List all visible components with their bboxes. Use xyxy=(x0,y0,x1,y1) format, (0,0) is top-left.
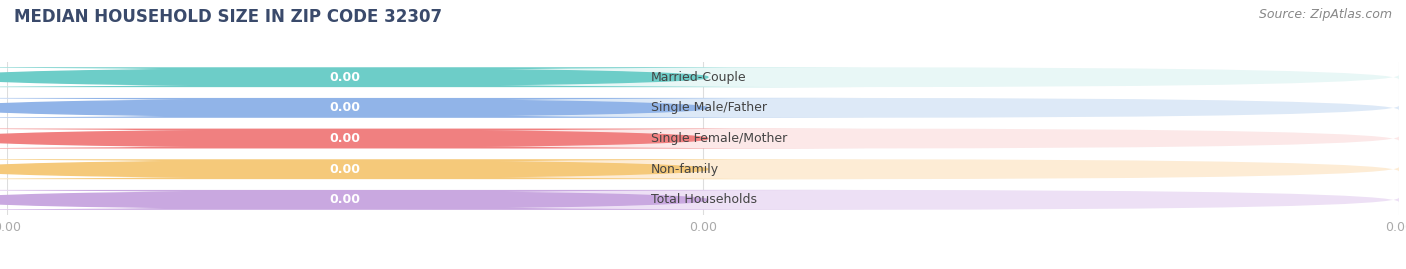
Text: Non-family: Non-family xyxy=(651,163,718,176)
FancyBboxPatch shape xyxy=(0,129,564,148)
FancyBboxPatch shape xyxy=(0,98,863,118)
Text: Married-Couple: Married-Couple xyxy=(651,71,747,84)
Text: 0.00: 0.00 xyxy=(329,163,360,176)
Text: MEDIAN HOUSEHOLD SIZE IN ZIP CODE 32307: MEDIAN HOUSEHOLD SIZE IN ZIP CODE 32307 xyxy=(14,8,441,26)
FancyBboxPatch shape xyxy=(0,67,863,87)
FancyBboxPatch shape xyxy=(0,190,863,210)
Circle shape xyxy=(0,130,707,147)
FancyBboxPatch shape xyxy=(0,190,564,210)
FancyBboxPatch shape xyxy=(0,98,564,118)
Circle shape xyxy=(0,192,707,208)
FancyBboxPatch shape xyxy=(7,98,1399,118)
Text: Single Male/Father: Single Male/Father xyxy=(651,101,768,114)
Text: 0.00: 0.00 xyxy=(329,71,360,84)
FancyBboxPatch shape xyxy=(0,67,564,87)
Text: 0.00: 0.00 xyxy=(329,132,360,145)
Text: Total Households: Total Households xyxy=(651,193,756,206)
Circle shape xyxy=(0,69,707,86)
Text: Single Female/Mother: Single Female/Mother xyxy=(651,132,787,145)
Circle shape xyxy=(0,161,707,178)
Text: 0.00: 0.00 xyxy=(329,101,360,114)
FancyBboxPatch shape xyxy=(7,67,1399,87)
Circle shape xyxy=(0,100,707,116)
FancyBboxPatch shape xyxy=(0,159,564,179)
Text: Source: ZipAtlas.com: Source: ZipAtlas.com xyxy=(1258,8,1392,21)
FancyBboxPatch shape xyxy=(0,129,863,148)
FancyBboxPatch shape xyxy=(7,159,1399,179)
Text: 0.00: 0.00 xyxy=(329,193,360,206)
FancyBboxPatch shape xyxy=(7,129,1399,148)
FancyBboxPatch shape xyxy=(7,190,1399,210)
FancyBboxPatch shape xyxy=(0,159,863,179)
